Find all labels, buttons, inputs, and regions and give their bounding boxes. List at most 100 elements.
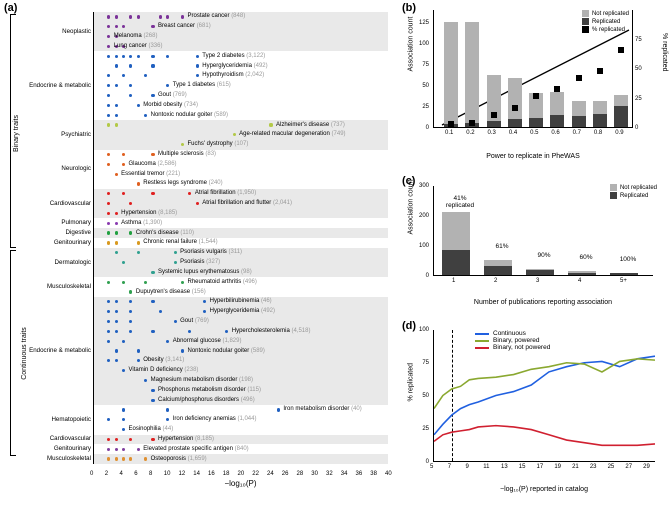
xtick: 40 bbox=[385, 471, 392, 477]
annotation: Prostate cancer (848) bbox=[188, 13, 246, 19]
category-label: Cardiovascular bbox=[28, 200, 91, 207]
panel-b: Association count % replicated Power to … bbox=[405, 0, 663, 160]
dot bbox=[144, 281, 147, 284]
annotation: Dupuytren's disease (156) bbox=[136, 289, 206, 295]
annotation: Hyperbilirubinemia (46) bbox=[210, 298, 272, 304]
category-label: Genitourinary bbox=[28, 445, 91, 452]
annotation: Calcium/phosphorus disorders (496) bbox=[158, 397, 255, 403]
category-label: Neurologic bbox=[28, 165, 91, 172]
dot bbox=[115, 173, 118, 176]
dot bbox=[137, 241, 140, 244]
xtick: 2 bbox=[494, 278, 497, 284]
legend-item: Continuous bbox=[475, 330, 550, 337]
xtick: 0.9 bbox=[615, 130, 623, 136]
dot bbox=[269, 123, 272, 126]
bar-replicated bbox=[572, 116, 586, 127]
xtick: 20 bbox=[238, 471, 245, 477]
dot bbox=[115, 320, 118, 323]
category-label: Genitourinary bbox=[28, 239, 91, 246]
xtick: 17 bbox=[537, 464, 544, 470]
xtick: 0.4 bbox=[509, 130, 517, 136]
panel-b-legend: Not replicatedReplicated% replicated bbox=[582, 10, 629, 34]
annotation: Nontoxic nodular goiter (589) bbox=[151, 112, 228, 118]
dot bbox=[166, 15, 169, 18]
dot bbox=[115, 123, 118, 126]
dot bbox=[181, 349, 184, 352]
pct-marker bbox=[469, 120, 475, 126]
dot bbox=[137, 55, 140, 58]
annotation: Psoriasis (327) bbox=[180, 259, 220, 265]
dot bbox=[115, 349, 118, 352]
dot bbox=[196, 64, 199, 67]
annotation: Morbid obesity (734) bbox=[143, 102, 198, 108]
dot bbox=[137, 182, 140, 185]
pct-label: 100% bbox=[608, 256, 648, 263]
annotation: Psoriasis vulgaris (311) bbox=[180, 249, 242, 255]
xtick: 14 bbox=[193, 471, 200, 477]
dot bbox=[196, 202, 199, 205]
xtick: 24 bbox=[267, 471, 274, 477]
category-label: Endocrine & metabolic bbox=[28, 347, 91, 354]
category-label: Dermatologic bbox=[28, 259, 91, 266]
dot bbox=[151, 389, 154, 392]
category-label: Cardiovascular bbox=[28, 435, 91, 442]
dot bbox=[115, 212, 118, 215]
xtick: 27 bbox=[625, 464, 632, 470]
ytick: 0 bbox=[426, 273, 429, 279]
dot bbox=[137, 15, 140, 18]
ytick: 50 bbox=[422, 393, 429, 399]
dot bbox=[151, 64, 154, 67]
category-label: Musculoskeletal bbox=[28, 283, 91, 290]
xtick: 30 bbox=[311, 471, 318, 477]
ytick: 100 bbox=[419, 243, 429, 249]
y2tick: 25 bbox=[635, 96, 642, 102]
panel-d: % replicated −log₁₀(P) reported in catal… bbox=[405, 320, 663, 505]
category-label: Musculoskeletal bbox=[28, 455, 91, 462]
dot bbox=[151, 399, 154, 402]
bar-replicated bbox=[484, 266, 512, 275]
xtick: 34 bbox=[341, 471, 348, 477]
y2tick: 75 bbox=[635, 37, 642, 43]
dot bbox=[151, 55, 154, 58]
dot bbox=[144, 114, 147, 117]
panel-b-y2label: % replicated bbox=[662, 33, 669, 72]
panel-c: 41% replicated61%90%60%100% Association … bbox=[405, 176, 663, 306]
category-label: Hematopoietic bbox=[28, 416, 91, 423]
annotation: Hypothyroidism (2,042) bbox=[202, 72, 264, 78]
dot bbox=[174, 320, 177, 323]
xtick: 8 bbox=[149, 471, 152, 477]
xtick: 36 bbox=[356, 471, 363, 477]
xtick: 12 bbox=[179, 471, 186, 477]
xtick: 25 bbox=[608, 464, 615, 470]
category-label: Neoplastic bbox=[28, 28, 91, 35]
annotation: Systemic lupus erythematosus (98) bbox=[158, 269, 252, 275]
annotation: Hyperglyceridemia (492) bbox=[202, 63, 267, 69]
legend-item: Binary, powered bbox=[475, 337, 550, 344]
xtick: 13 bbox=[501, 464, 508, 470]
annotation: Hypercholesterolemia (4,518) bbox=[232, 328, 311, 334]
annotation: Glaucoma (2,586) bbox=[129, 161, 177, 167]
xtick: 0 bbox=[90, 471, 93, 477]
pct-label: 60% bbox=[566, 254, 606, 261]
series-line bbox=[434, 426, 655, 446]
dot bbox=[115, 241, 118, 244]
dot bbox=[196, 55, 199, 58]
xtick: 10 bbox=[164, 471, 171, 477]
xtick: 28 bbox=[297, 471, 304, 477]
bar-replicated bbox=[593, 114, 607, 127]
xtick: 29 bbox=[643, 464, 650, 470]
xtick: 2 bbox=[105, 471, 108, 477]
panel-a: Prostate cancer (848)Breast cancer (681)… bbox=[0, 0, 395, 490]
annotation: Essential tremor (221) bbox=[121, 171, 180, 177]
legend-item: Binary, not powered bbox=[475, 344, 550, 351]
pct-marker bbox=[448, 121, 454, 127]
dot bbox=[115, 457, 118, 460]
annotation: Eosinophilia (44) bbox=[129, 426, 174, 432]
legend-item: Replicated bbox=[582, 18, 629, 25]
dot bbox=[122, 457, 125, 460]
panel-c-ylabel: Association count bbox=[408, 180, 415, 235]
dot bbox=[122, 55, 125, 58]
annotation: Atrial fibrillation and flutter (2,041) bbox=[202, 200, 292, 206]
dot bbox=[181, 281, 184, 284]
legend-item: % replicated bbox=[582, 26, 629, 33]
